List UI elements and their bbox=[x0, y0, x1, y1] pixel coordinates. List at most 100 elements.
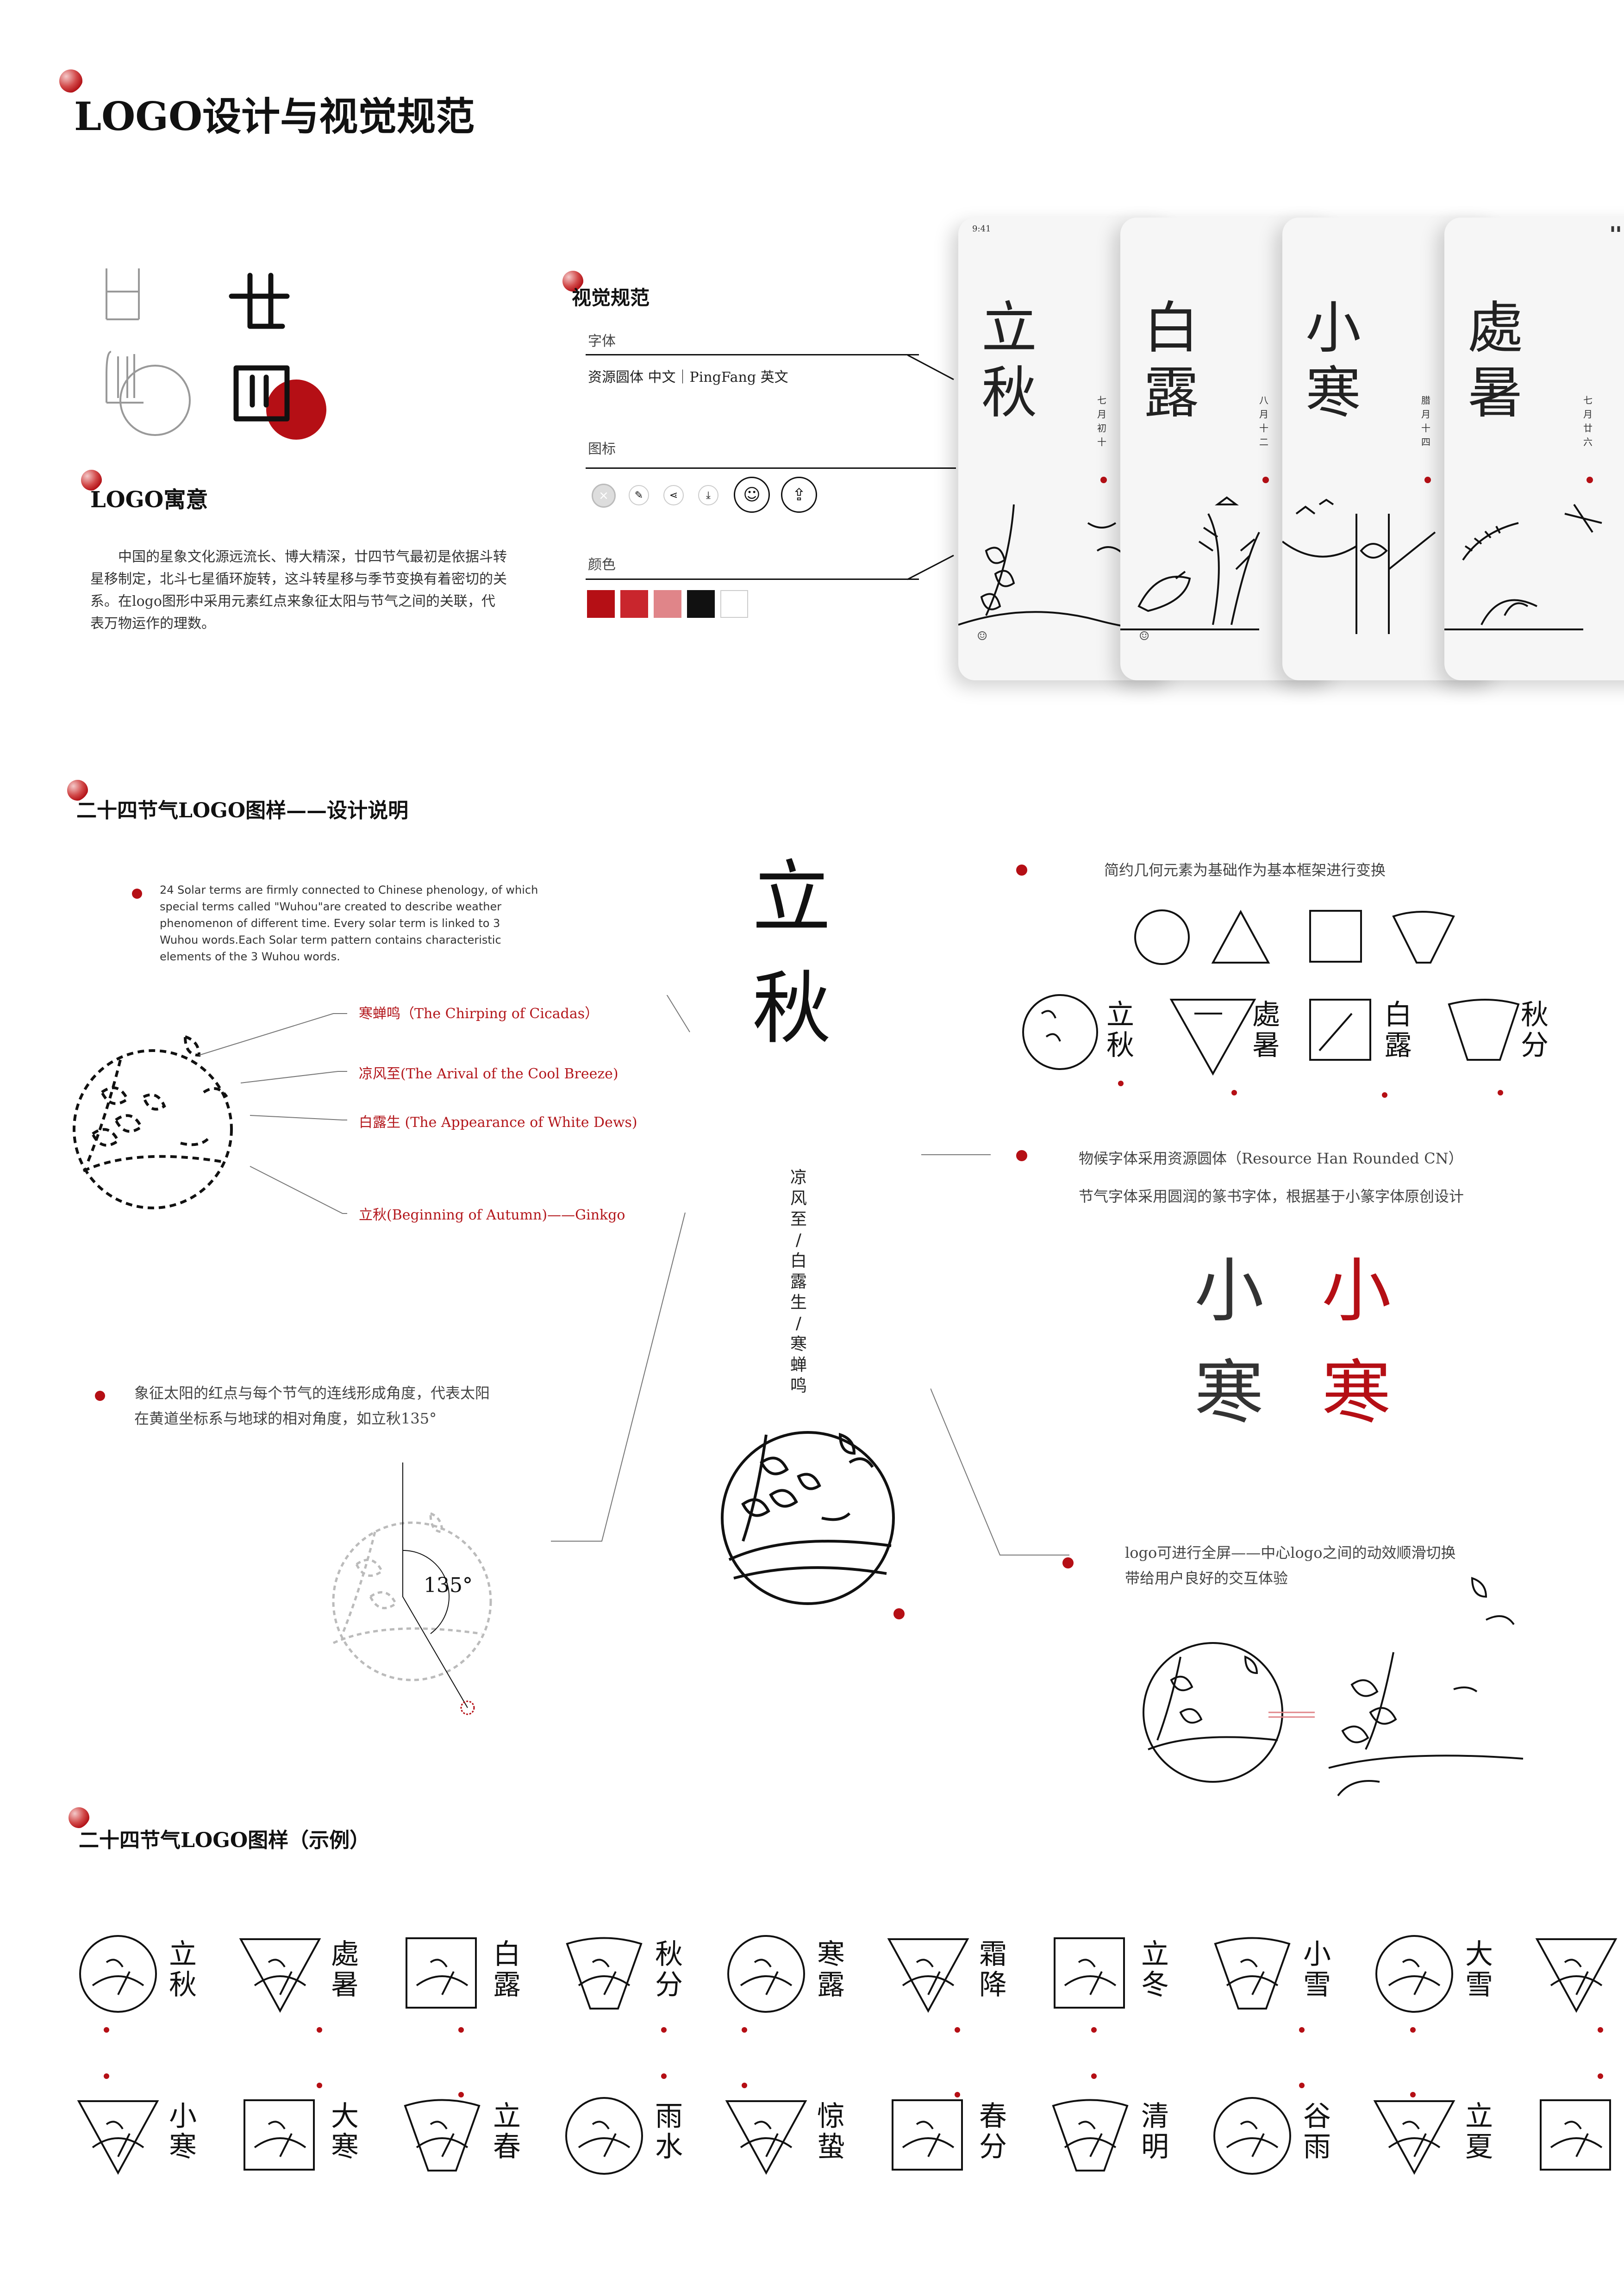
visual-spec-heading: 视觉规范 bbox=[572, 286, 650, 309]
example-sun-dot bbox=[1091, 2027, 1097, 2033]
example-logo-icon bbox=[1375, 1935, 1453, 2013]
example-sun-dot bbox=[1091, 2073, 1097, 2079]
example-sun-dot bbox=[104, 2073, 109, 2079]
design-section-heading: 二十四节气LOGO图样——设计说明 bbox=[76, 799, 409, 822]
font-note-dot bbox=[1016, 1150, 1027, 1161]
logo-mark bbox=[229, 273, 326, 440]
color-swatch-1 bbox=[587, 590, 615, 618]
color-swatch-4 bbox=[687, 590, 715, 618]
example-logo-icon bbox=[1214, 1937, 1291, 2010]
intro-dot bbox=[132, 889, 142, 899]
example-sun-dot bbox=[955, 2092, 960, 2097]
example-term-label: 立夏 bbox=[1465, 2100, 1493, 2163]
center-logo-sun bbox=[893, 1608, 905, 1619]
center-subtitle-char: 凉 bbox=[790, 1168, 807, 1187]
phone-mockup-4: ▮▮ ◠ ▭ 處暑 七月廿六 bbox=[1444, 218, 1624, 680]
example-sun-dot bbox=[661, 2027, 667, 2033]
example-term-label: 霜降 bbox=[979, 1938, 1007, 2001]
intro-en: 24 Solar terms are firmly connected to C… bbox=[160, 884, 538, 963]
phone-date: 腊月十四 bbox=[1421, 395, 1430, 448]
sun-note-1: 象征太阳的红点与每个节气的连线形成角度，代表太阳 bbox=[134, 1384, 490, 1402]
example-term-label: 大雪 bbox=[1465, 1938, 1493, 2001]
example-logo-icon bbox=[406, 1937, 477, 2009]
example-term-label: 白露 bbox=[493, 1938, 521, 2001]
color-rule bbox=[586, 579, 919, 580]
phone-title: 立秋 bbox=[981, 296, 1037, 425]
font-rule bbox=[586, 354, 919, 355]
example-sun-dot bbox=[742, 2027, 747, 2033]
example-logo-icon bbox=[1540, 2099, 1611, 2171]
center-subtitle-char: 露 bbox=[790, 1272, 807, 1291]
example-sun-dot bbox=[661, 2073, 667, 2079]
example-term-label: 立春 bbox=[493, 2100, 521, 2163]
geo-note-dot bbox=[1016, 865, 1027, 876]
example-logo-icon bbox=[1054, 1937, 1125, 2009]
spec-ball-ornament bbox=[562, 271, 583, 292]
example-sun-dot bbox=[317, 2083, 322, 2088]
icon-label: 图标 bbox=[588, 441, 616, 457]
wuhou-label-2: 凉风至(The Arival of the Cool Breeze) bbox=[359, 1066, 618, 1082]
page-title: LOGO设计与视觉规范 bbox=[74, 93, 475, 139]
font-note-1: 物候字体采用资源圆体（Resource Han Rounded CN） bbox=[1079, 1150, 1463, 1167]
example-logo-icon bbox=[1213, 2097, 1291, 2175]
center-subtitle-char: 蝉 bbox=[790, 1356, 807, 1375]
example-sun-dot bbox=[104, 2027, 109, 2033]
geo-term-label-1: 立秋 bbox=[1106, 999, 1134, 1062]
anim-note-2: 带给用户良好的交互体验 bbox=[1125, 1569, 1288, 1587]
phone-title: 白露 bbox=[1143, 296, 1199, 425]
example-logo-icon bbox=[565, 2097, 643, 2175]
design-ball-ornament bbox=[67, 780, 88, 801]
example-term-label: 寒露 bbox=[817, 1938, 845, 2001]
edit-icon[interactable]: ✎ bbox=[629, 485, 649, 505]
example-logo-icon bbox=[725, 2100, 807, 2175]
example-term-label: 大寒 bbox=[331, 2100, 359, 2163]
example-logo-icon bbox=[1373, 2100, 1455, 2175]
center-subtitle-char: 至 bbox=[790, 1210, 807, 1229]
phone-title: 小寒 bbox=[1305, 296, 1361, 425]
geo-note: 简约几何元素为基础作为基本框架进行变换 bbox=[1104, 861, 1386, 879]
center-logo bbox=[721, 1431, 895, 1605]
phone-date: 七月廿六 bbox=[1583, 395, 1593, 448]
logo-meaning-body: 中国的星象文化源远流长、博大精深，廿四节气最初是依据斗转星移制定，北斗七星循环旋… bbox=[90, 549, 507, 632]
example-term-label: 春分 bbox=[979, 2100, 1007, 2163]
download-icon[interactable]: ⤓ bbox=[698, 485, 718, 505]
example-term-label: 立冬 bbox=[1141, 1938, 1169, 2001]
upload-icon[interactable]: ⇪ bbox=[781, 477, 817, 513]
geo-term-label-4: 秋分 bbox=[1521, 999, 1549, 1062]
font-leader bbox=[921, 1154, 991, 1155]
example-term-label: 處暑 bbox=[331, 1938, 359, 2001]
icon-rule bbox=[586, 467, 956, 469]
geo-term-label-2: 處暑 bbox=[1252, 999, 1280, 1062]
title-ball-ornament bbox=[59, 69, 82, 93]
user-icon[interactable]: ☺ bbox=[734, 477, 770, 513]
center-subtitle-char: 寒 bbox=[790, 1335, 807, 1354]
examples-heading: 二十四节气LOGO图样（示例） bbox=[79, 1829, 370, 1852]
example-sun-dot bbox=[458, 2027, 464, 2033]
example-term-label: 谷雨 bbox=[1303, 2100, 1331, 2163]
example-term-label: 惊蛰 bbox=[817, 2100, 845, 2163]
example-logo-icon bbox=[892, 2099, 963, 2171]
logo-outline bbox=[106, 268, 191, 436]
example-logo-icon bbox=[1052, 2099, 1129, 2172]
center-subtitle-char: / bbox=[795, 1314, 802, 1333]
color-swatch-2 bbox=[620, 590, 648, 618]
example-sun-dot bbox=[1299, 2083, 1305, 2088]
sun-note-dot bbox=[95, 1391, 105, 1401]
angle-diagram bbox=[332, 1462, 492, 1715]
geo-term-icons bbox=[1022, 994, 1520, 1076]
center-subtitle-char: 鸣 bbox=[790, 1376, 807, 1395]
close-icon[interactable]: × bbox=[592, 484, 616, 508]
share-icon[interactable]: ⋖ bbox=[663, 485, 684, 505]
breakdown-leader-lines bbox=[199, 995, 690, 1214]
example-logo-icon bbox=[727, 1935, 805, 2013]
font-demo-red: 小寒 bbox=[1322, 1251, 1392, 1433]
anim-leader bbox=[931, 1388, 1069, 1556]
logo-meaning-heading: LOGO寓意 bbox=[90, 487, 208, 513]
sun-note-2: 在黄道坐标系与地球的相对角度，如立秋135° bbox=[134, 1410, 437, 1427]
example-logo-icon bbox=[1535, 1938, 1618, 2013]
wuhou-label-3: 白露生 (The Appearance of White Dews) bbox=[359, 1114, 637, 1131]
example-logo-icon bbox=[239, 1938, 321, 2013]
example-sun-dot bbox=[1598, 2027, 1603, 2033]
example-sun-dot bbox=[458, 2092, 464, 2097]
example-logo-icon bbox=[244, 2099, 315, 2171]
